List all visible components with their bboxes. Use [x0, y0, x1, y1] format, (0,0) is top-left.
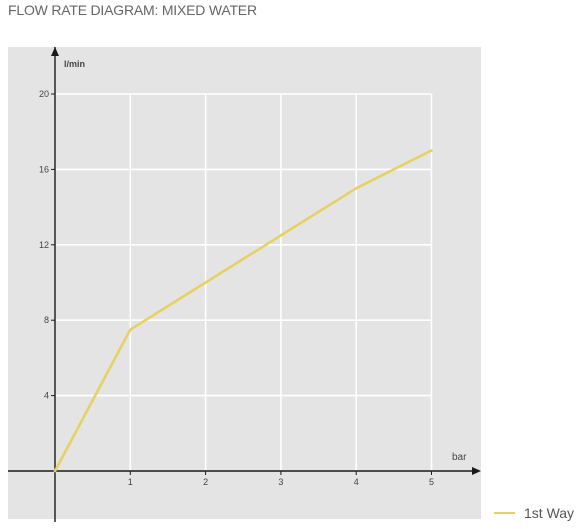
x-tick-label: 3 [278, 477, 283, 487]
series-line-1st-way [53, 149, 433, 473]
y-tick-label: 12 [39, 240, 49, 250]
y-tick-label: 4 [44, 391, 49, 401]
plot-background [8, 47, 481, 519]
y-tick-label: 20 [39, 89, 49, 99]
x-axis-label: bar [452, 452, 467, 463]
y-tick-label: 8 [44, 315, 49, 325]
x-tick-label: 4 [354, 477, 359, 487]
x-tick-label: 1 [128, 477, 133, 487]
x-axis-arrow [472, 467, 481, 475]
chart-title: FLOW RATE DIAGRAM: MIXED WATER [8, 2, 257, 18]
x-tick-label: 5 [429, 477, 434, 487]
y-axis-arrow [51, 47, 59, 56]
y-tick-label: 16 [39, 164, 49, 174]
x-tick-label: 2 [203, 477, 208, 487]
chart-legend: 1st Way [494, 505, 574, 521]
legend-label: 1st Way [524, 505, 575, 521]
legend-swatch [494, 512, 515, 514]
y-axis-label: l/min [64, 59, 85, 69]
